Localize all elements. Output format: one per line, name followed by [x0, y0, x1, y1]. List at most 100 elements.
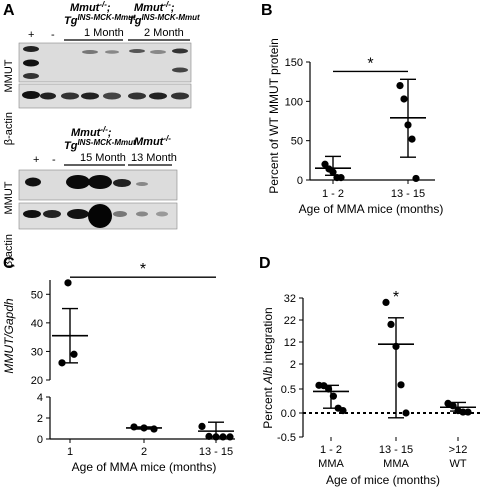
panel-d: D -0.5 0.0 0.5 2 12 22 32 1 - 2 MMA 13 - 15 MMA >12…: [259, 255, 480, 487]
y-tick-label: 100: [285, 96, 303, 108]
panel-d-label: D: [259, 255, 271, 272]
data-point: [382, 298, 390, 306]
y-tick-label: 50: [31, 289, 43, 301]
y-tick-label: 20: [31, 375, 43, 387]
x-tick-label: 2: [141, 446, 147, 458]
blot-top-actin-label: β-actin: [3, 112, 15, 145]
data-point: [226, 433, 234, 441]
x-tick-label: 13 - 15: [199, 446, 233, 458]
chart-c-xlabel: Age of MMA mice (months): [72, 460, 217, 474]
significance-asterisk: *: [367, 55, 373, 72]
group-genotype-sup: -/-: [163, 134, 171, 143]
y-tick-label: 50: [291, 136, 303, 148]
data-point: [70, 350, 78, 358]
y-tick-label: 150: [285, 57, 303, 69]
group-genotype: Mmut: [134, 2, 165, 14]
data-point: [130, 423, 138, 431]
y-tick-label: 0: [297, 175, 303, 187]
group-transgene-sup: INS-MCK-Mmut: [77, 138, 136, 147]
group-age: 2 Month: [144, 27, 184, 39]
group-age: 15 Month: [80, 152, 126, 164]
x-tick-sublabel: WT: [449, 458, 466, 470]
blot-bottom-actin-label: β-actin: [3, 234, 15, 267]
chart-d-ylabel: Percent Alb integration: [261, 307, 275, 428]
data-point: [400, 95, 408, 103]
data-point: [396, 82, 404, 90]
x-tick-label: 1 - 2: [322, 188, 344, 200]
group-transgene: Tg: [64, 15, 78, 27]
x-tick-sublabel: MMA: [318, 458, 344, 470]
x-tick-label: 1 - 2: [320, 444, 342, 456]
svg-text:Mmut-/-: Mmut-/-: [134, 134, 171, 148]
chart-c: 20 30 40 50 0 2 4 1 2 13 - 15 *: [31, 261, 235, 458]
blot-top-actin-strip: [18, 83, 192, 109]
y-tick-label: 4: [37, 392, 43, 404]
chart-b-ylabel: Percent of WT MMUT protein: [267, 38, 281, 194]
y-tick-label: 40: [31, 318, 43, 330]
data-point: [321, 160, 329, 168]
group-genotype: Mmut: [70, 2, 101, 14]
data-point: [337, 174, 345, 182]
panel-a-label: A: [3, 2, 15, 19]
blot-bottom-group1-header: Mmut-/-; TgINS-MCK-Mmut 15 Month: [64, 125, 136, 166]
group-genotype-sup: -/-: [100, 125, 108, 134]
data-point: [219, 433, 227, 441]
data-point: [140, 424, 148, 432]
blot-bottom-actin-strip: [18, 202, 178, 230]
group-age: 13 Month: [131, 152, 177, 164]
chart-d-xlabel: Age of mice (months): [326, 473, 440, 487]
panel-b-label: B: [261, 2, 273, 19]
significance-asterisk: *: [140, 261, 146, 278]
y-tick-label: 30: [31, 346, 43, 358]
data-point: [459, 408, 467, 416]
chart-b-xlabel: Age of MMA mice (months): [299, 202, 444, 216]
group-transgene-sup: INS-MCK-Mmut: [141, 13, 200, 22]
x-tick-label: 13 - 15: [391, 188, 425, 200]
svg-text:TgINS-MCK-Mmut: TgINS-MCK-Mmut: [64, 13, 136, 27]
y-tick-label: 0: [37, 434, 43, 446]
blot-top-group2-header: Mmut-/-; TgINS-MCK-Mmut 2 Month: [128, 0, 200, 41]
x-tick-label: 1: [67, 446, 73, 458]
y-tick-label: 22: [284, 315, 296, 327]
y-tick-label: 0.5: [281, 384, 296, 396]
panel-c: C 20 30 40 50 0 2 4 1 2 13 - 15 * MMUT/Gapdh Age o…: [2, 255, 235, 474]
panel-b: B 0 50 100 150 1 - 2 13 - 15 * Percent of WT M…: [261, 2, 443, 216]
x-tick-label: 13 - 15: [379, 444, 413, 456]
svg-text:TgINS-MCK-Mmut: TgINS-MCK-Mmut: [64, 138, 136, 152]
data-point: [412, 174, 420, 183]
y-tick-label: -0.5: [277, 432, 296, 444]
blot-bottom-mmut-strip: [18, 169, 178, 201]
x-tick-sublabel: MMA: [383, 458, 409, 470]
chart-c-ylabel: MMUT/Gapdh: [2, 298, 16, 374]
chart-b: 0 50 100 150 1 - 2 13 - 15 *: [285, 55, 435, 200]
group-genotype-sup: -/-: [99, 0, 107, 9]
data-point: [392, 342, 400, 350]
y-tick-label: 12: [284, 337, 296, 349]
lane-negative-label-top: -: [51, 29, 55, 41]
data-point: [387, 320, 395, 328]
data-point: [404, 121, 412, 129]
data-point: [198, 422, 206, 430]
lane-positive-label-bottom: +: [33, 154, 39, 166]
group-age: 1 Month: [84, 27, 124, 39]
data-point: [329, 168, 337, 176]
data-point: [212, 433, 220, 441]
lane-positive-label-top: +: [28, 29, 34, 41]
chart-d: -0.5 0.0 0.5 2 12 22 32 1 - 2 MMA 13 - 15 MMA >12 WT…: [277, 289, 480, 470]
blot-top-group1-header: Mmut-/-; TgINS-MCK-Mmut 1 Month: [64, 0, 136, 41]
lane-negative-label-bottom: -: [52, 154, 56, 166]
svg-text:TgINS-MCK-Mmut: TgINS-MCK-Mmut: [128, 13, 200, 27]
svg-text:Mmut-/-;: Mmut-/-;: [70, 0, 111, 14]
group-transgene-sup: INS-MCK-Mmut: [77, 13, 136, 22]
data-point: [402, 409, 410, 417]
y-tick-label: 32: [284, 293, 296, 305]
blot-top-mmut-strip: [18, 42, 192, 83]
data-point: [150, 425, 158, 433]
data-point: [408, 135, 416, 143]
y-tick-label: 2: [37, 413, 43, 425]
data-point: [205, 432, 213, 440]
svg-text:Mmut-/-;: Mmut-/-;: [71, 125, 112, 139]
y-tick-label: 2: [290, 359, 296, 371]
blot-bottom-mmut-label: MMUT: [3, 181, 15, 214]
